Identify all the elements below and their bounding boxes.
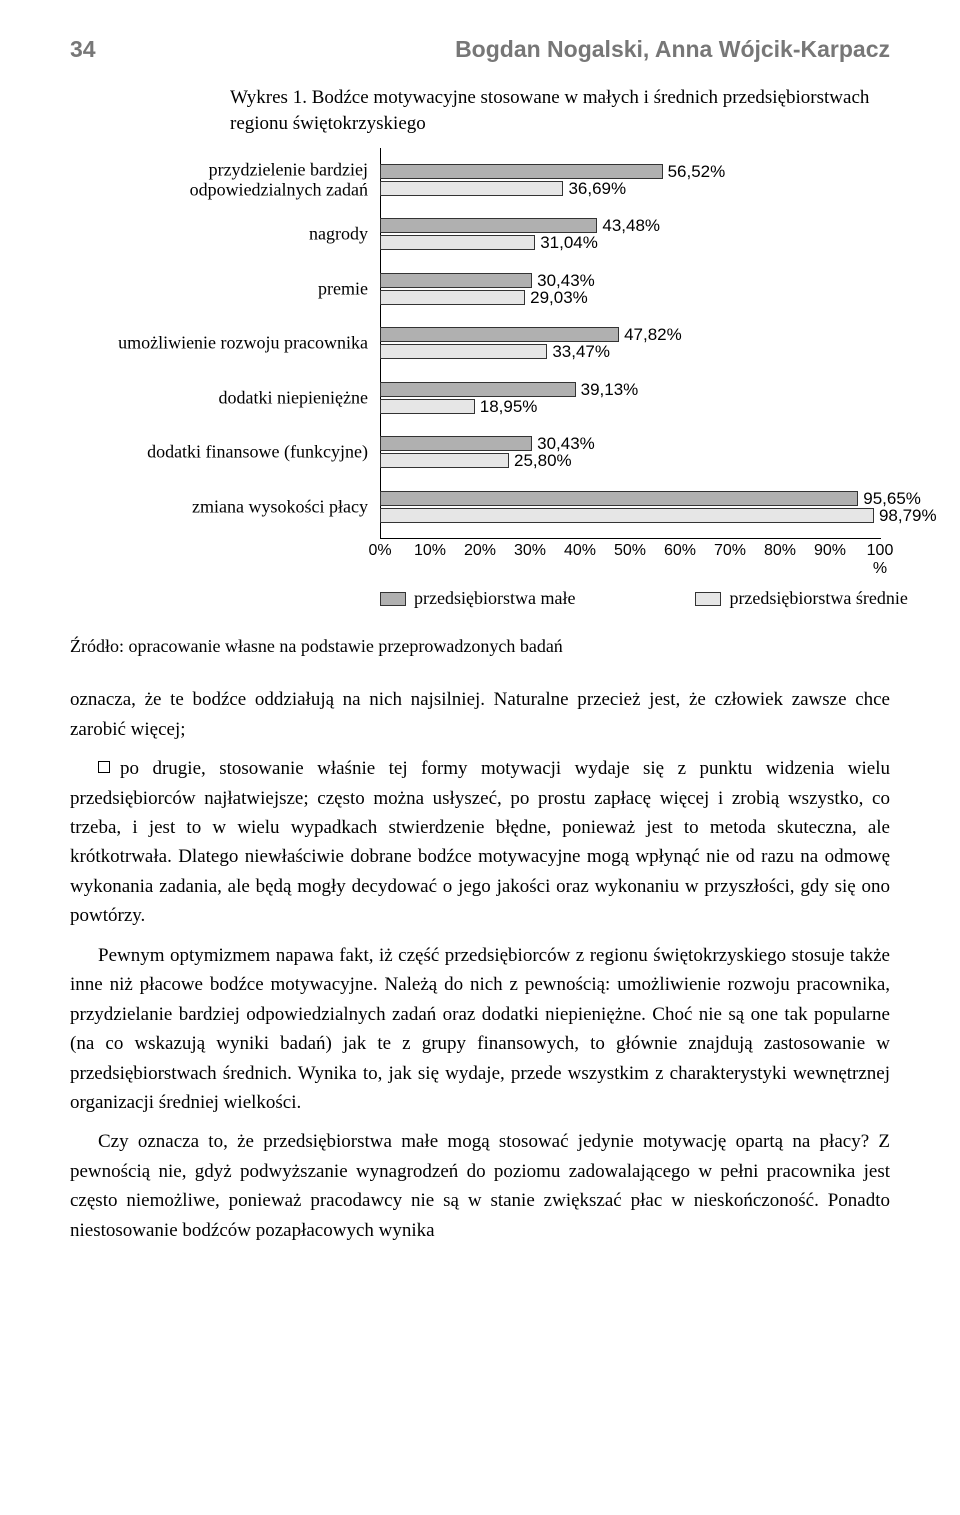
paragraph-2: po drugie, stosowanie właśnie tej formy … [70, 754, 890, 931]
x-tick: 50% [614, 542, 646, 560]
bar-stack: 56,52% 36,69% [380, 164, 880, 196]
bar: 30,43% [380, 436, 532, 451]
bar-value-label: 39,13% [575, 382, 639, 397]
x-tick: 20% [464, 542, 496, 560]
chart-category: nagrody43,48%31,04% [380, 211, 880, 257]
legend-label-small: przedsiębiorstwa małe [414, 588, 575, 609]
bar-value-label: 30,43% [531, 436, 595, 451]
bar-stack: 43,48% 31,04% [380, 218, 880, 250]
bar: 56,52% [380, 164, 663, 179]
chart-category: przydzielenie bardziej odpowiedzialnych … [380, 157, 880, 203]
bar: 29,03% [380, 290, 525, 305]
category-label: nagrody [78, 224, 368, 245]
bar-stack: 30,43% 29,03% [380, 273, 880, 305]
category-label: dodatki niepieniężne [78, 387, 368, 408]
category-label: premie [78, 278, 368, 299]
x-tick: 10% [414, 542, 446, 560]
x-axis: 0%10%20%30%40%50%60%70%80%90%100% [380, 538, 880, 588]
legend-swatch-medium [695, 592, 721, 606]
bar: 18,95% [380, 399, 475, 414]
bar-stack: 47,82% 33,47% [380, 327, 880, 359]
bar-stack: 30,43% 25,80% [380, 436, 880, 468]
bar-chart: 0%10%20%30%40%50%60%70%80%90%100% przeds… [70, 148, 890, 628]
chart-category: dodatki niepieniężne39,13%18,95% [380, 375, 880, 421]
bar: 47,82% [380, 327, 619, 342]
category-label: dodatki finansowe (funkcyjne) [78, 442, 368, 463]
legend-label-medium: przedsiębiorstwa średnie [729, 588, 907, 609]
bar-value-label: 95,65% [857, 491, 921, 506]
bar: 33,47% [380, 344, 547, 359]
bar-value-label: 29,03% [524, 290, 588, 305]
bar-value-label: 31,04% [534, 235, 598, 250]
chart-category: dodatki finansowe (funkcyjne)30,43%25,80… [380, 429, 880, 475]
legend-item-medium: przedsiębiorstwa średnie [695, 588, 907, 609]
bar-value-label: 47,82% [618, 327, 682, 342]
x-tick: 40% [564, 542, 596, 560]
bar-value-label: 18,95% [474, 399, 538, 414]
paragraph-2-text: po drugie, stosowanie właśnie tej formy … [70, 758, 890, 926]
bar-value-label: 25,80% [508, 453, 572, 468]
paragraph-4: Czy oznacza to, że przedsiębiorstwa małe… [70, 1127, 890, 1245]
bar: 95,65% [380, 491, 858, 506]
category-label: zmiana wysokości płacy [78, 496, 368, 517]
body-text: oznacza, że te bodźce oddziałują na nich… [70, 685, 890, 1245]
chart-category: zmiana wysokości płacy95,65%98,79% [380, 484, 880, 530]
bar: 36,69% [380, 181, 563, 196]
chart-category: umożliwienie rozwoju pracownika47,82%33,… [380, 320, 880, 366]
bar-value-label: 36,69% [562, 181, 626, 196]
bar: 30,43% [380, 273, 532, 288]
x-tick: 0% [368, 542, 391, 560]
x-tick: 100% [867, 542, 894, 577]
bar-value-label: 56,52% [662, 164, 726, 179]
legend: przedsiębiorstwa małe przedsiębiorstwa ś… [380, 588, 920, 609]
x-tick: 80% [764, 542, 796, 560]
page-header: 34 Bogdan Nogalski, Anna Wójcik-Karpacz [70, 36, 890, 63]
bar: 25,80% [380, 453, 509, 468]
bar: 39,13% [380, 382, 576, 397]
chart-category: premie30,43%29,03% [380, 266, 880, 312]
x-tick: 70% [714, 542, 746, 560]
bar: 31,04% [380, 235, 535, 250]
legend-swatch-small [380, 592, 406, 606]
paragraph-1: oznacza, że te bodźce oddziałują na nich… [70, 685, 890, 744]
bar: 98,79% [380, 508, 874, 523]
category-label: przydzielenie bardziej odpowiedzialnych … [78, 159, 368, 200]
chart-title: Wykres 1. Bodźce motywacyjne stosowane w… [230, 85, 890, 136]
paragraph-3: Pewnym optymizmem napawa fakt, iż część … [70, 941, 890, 1118]
bar-value-label: 33,47% [546, 344, 610, 359]
page: 34 Bogdan Nogalski, Anna Wójcik-Karpacz … [0, 0, 960, 1515]
bar-value-label: 43,48% [596, 218, 660, 233]
x-tick: 30% [514, 542, 546, 560]
bar-value-label: 30,43% [531, 273, 595, 288]
bar-value-label: 98,79% [873, 508, 937, 523]
page-number: 34 [70, 36, 96, 63]
bar-stack: 95,65% 98,79% [380, 491, 880, 523]
square-bullet-icon [98, 761, 110, 773]
x-tick: 90% [814, 542, 846, 560]
x-tick: 60% [664, 542, 696, 560]
chart-source: Źródło: opracowanie własne na podstawie … [70, 636, 890, 657]
bar: 43,48% [380, 218, 597, 233]
header-authors: Bogdan Nogalski, Anna Wójcik-Karpacz [455, 36, 890, 63]
category-label: umożliwienie rozwoju pracownika [78, 333, 368, 354]
legend-item-small: przedsiębiorstwa małe [380, 588, 575, 609]
bar-stack: 39,13% 18,95% [380, 382, 880, 414]
